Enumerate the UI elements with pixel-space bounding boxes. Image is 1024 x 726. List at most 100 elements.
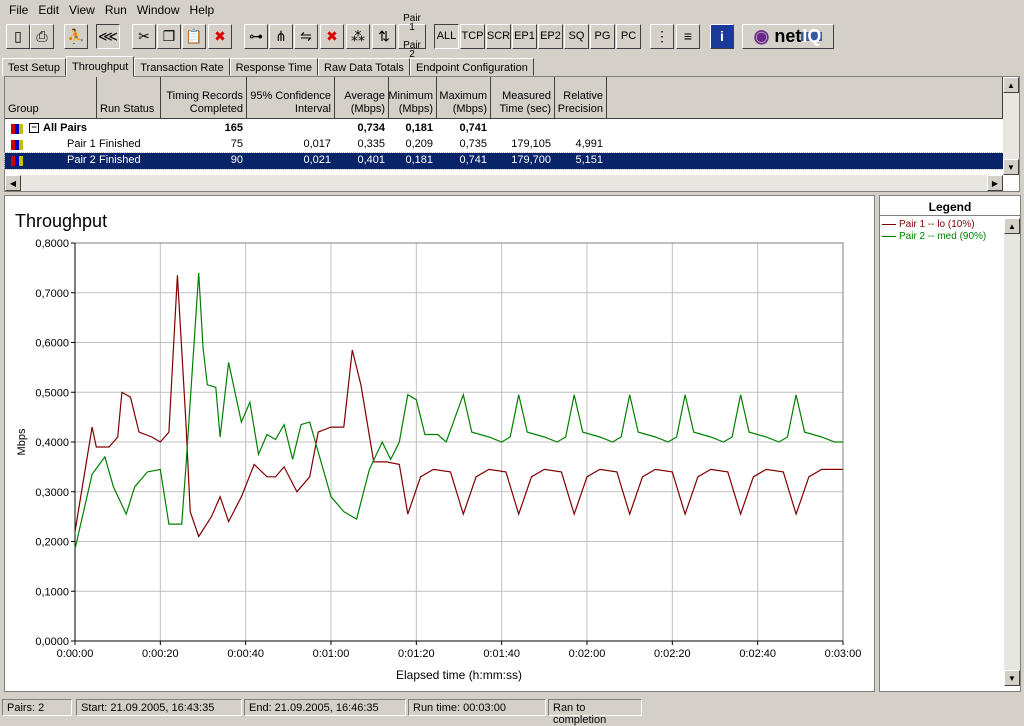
paste-icon-button[interactable]: 📋 (182, 24, 206, 49)
y-axis-label: Mbps (16, 428, 28, 455)
cell-avg: 0,734 (357, 122, 385, 134)
x-tick-label: 0:01:20 (398, 648, 435, 660)
print-icon-button[interactable]: ⎙ (30, 24, 54, 49)
swap-icon: ⇅ (378, 28, 390, 44)
scroll-up-button[interactable]: ▲ (1003, 77, 1019, 93)
cell-records: 75 (230, 138, 243, 150)
delete-icon: ✖ (214, 28, 226, 44)
copy-icon-button[interactable]: ❐ (157, 24, 181, 49)
cell-min: 0,181 (405, 154, 433, 166)
swap-icon-button[interactable]: ⇅ (372, 24, 396, 49)
series-line-pair-1 (74, 275, 843, 538)
status-field: Ran to completion (548, 699, 642, 726)
table-row[interactable]: − All Pairs 165 0,734 0,181 0,741 (5, 121, 1003, 137)
filter-pg-button[interactable]: PG (590, 24, 615, 49)
delete-pair-icon: ✖ (326, 28, 338, 44)
list-icon-button[interactable]: ≡ (676, 24, 700, 49)
column-header[interactable]: Maximum (Mbps) (437, 77, 491, 119)
y-tick-label: 0,3000 (35, 487, 69, 499)
column-header[interactable]: 95% Confidence Interval (247, 77, 335, 119)
table-row[interactable]: Pair 1 Finished 75 0,017 0,335 0,209 0,735 179,… (5, 137, 1003, 153)
menu-run[interactable]: Run (104, 3, 127, 17)
scroll-left-button[interactable]: ◀ (5, 175, 21, 191)
paste-icon: 📋 (185, 28, 203, 44)
info-icon-button[interactable]: i (710, 24, 734, 49)
table-row[interactable]: Pair 2 Finished 90 0,021 0,401 0,181 0,741 179,… (4, 152, 1004, 170)
new-icon-button[interactable]: ▯ (6, 24, 30, 49)
x-tick-label: 0:00:20 (142, 648, 179, 660)
stop-icon: ⋘ (98, 28, 118, 44)
column-header[interactable]: Timing Records Completed (161, 77, 247, 119)
chart-title: Throughput (15, 211, 107, 231)
pair-labels-button[interactable]: Pair 1 Pair 2 (398, 14, 426, 60)
legend-scroll-down[interactable]: ▼ (1004, 670, 1020, 686)
column-header-label: Group (8, 103, 39, 115)
menu-window[interactable]: Window (136, 3, 180, 17)
filter-ep1-button[interactable]: EP1 (512, 24, 537, 49)
scroll-right-button[interactable]: ▶ (987, 175, 1003, 191)
pair-icon-button[interactable]: ⊶ (244, 24, 268, 49)
pair-icon: ⊶ (249, 28, 263, 44)
filter-scr-button[interactable]: SCR (486, 24, 511, 49)
grid-icon: ⋮ (655, 28, 669, 44)
menu-view[interactable]: View (69, 3, 95, 17)
filter-ep2-button[interactable]: EP2 (538, 24, 563, 49)
x-tick-label: 0:01:00 (313, 648, 350, 660)
cut-icon: ✂ (138, 28, 150, 44)
column-header-label: Run Status (100, 103, 155, 115)
endpoint-icon-button[interactable]: ⇋ (294, 24, 318, 49)
legend-scroll-up[interactable]: ▲ (1004, 218, 1020, 234)
delete-pair-icon-button[interactable]: ✖ (320, 24, 344, 49)
column-header[interactable]: Run Status (97, 77, 161, 119)
x-tick-label: 0:01:40 (483, 648, 520, 660)
network-icon-button[interactable]: ⁂ (346, 24, 370, 49)
table-hscrollbar[interactable]: ◀ ▶ (5, 175, 1003, 191)
pair-line-2: Pair 2 (403, 40, 421, 60)
menu-file[interactable]: File (9, 3, 29, 17)
tab-throughput[interactable]: Throughput (65, 56, 135, 77)
cell-ci: 0,017 (303, 138, 331, 150)
column-header[interactable]: Group (5, 77, 97, 119)
column-header-label: Timing Records Completed (166, 90, 243, 115)
menu-bar: File Edit View Run Window Help (0, 0, 1024, 20)
tab-test-setup[interactable]: Test Setup (2, 58, 66, 76)
netiq-logo: ◉ net IQ (742, 24, 834, 49)
x-tick-label: 0:02:40 (739, 648, 776, 660)
tab-raw-data-totals[interactable]: Raw Data Totals (318, 58, 410, 76)
y-tick-label: 0,7000 (35, 288, 69, 300)
cell-status: Finished (99, 154, 141, 166)
scroll-down-button[interactable]: ▼ (1003, 159, 1019, 175)
tab-response-time[interactable]: Response Time (229, 58, 319, 76)
cell-max: 0,735 (459, 138, 487, 150)
delete-icon-button[interactable]: ✖ (208, 24, 232, 49)
cell-prec: 5,151 (575, 154, 603, 166)
grid-icon-button[interactable]: ⋮ (650, 24, 674, 49)
stop-icon-button[interactable]: ⋘ (96, 24, 120, 49)
tab-transaction-rate[interactable]: Transaction Rate (134, 58, 230, 76)
filter-pc-button[interactable]: PC (616, 24, 641, 49)
menu-edit[interactable]: Edit (38, 3, 60, 17)
cell-group: All Pairs (43, 122, 88, 134)
run-icon-button[interactable]: ⛹ (64, 24, 88, 49)
column-header[interactable]: Average (Mbps) (335, 77, 389, 119)
status-field: Run time: 00:03:00 (408, 699, 546, 716)
menu-help[interactable]: Help (189, 3, 215, 17)
column-header[interactable]: Measured Time (sec) (491, 77, 555, 119)
cell-max: 0,741 (459, 122, 487, 134)
tab-endpoint-configuration[interactable]: Endpoint Configuration (409, 58, 534, 76)
column-header[interactable]: Relative Precision (555, 77, 607, 119)
status-field: Pairs: 2 (2, 699, 72, 716)
filter-tcp-button[interactable]: TCP (460, 24, 485, 49)
x-tick-label: 0:00:40 (227, 648, 264, 660)
multicast-icon-button[interactable]: ⋔ (269, 24, 293, 49)
table-vscrollbar[interactable]: ▲ ▼ (1003, 77, 1019, 175)
column-header-label: Maximum (Mbps) (439, 90, 487, 115)
cell-ci: 0,021 (303, 154, 331, 166)
legend-scrollbar[interactable] (1004, 234, 1020, 670)
cell-min: 0,181 (405, 122, 433, 134)
collapse-icon[interactable]: − (29, 123, 39, 133)
filter-sq-button[interactable]: SQ (564, 24, 589, 49)
column-header[interactable]: Minimum (Mbps) (388, 77, 437, 119)
filter-all-button[interactable]: ALL (434, 24, 459, 49)
cut-icon-button[interactable]: ✂ (132, 24, 156, 49)
